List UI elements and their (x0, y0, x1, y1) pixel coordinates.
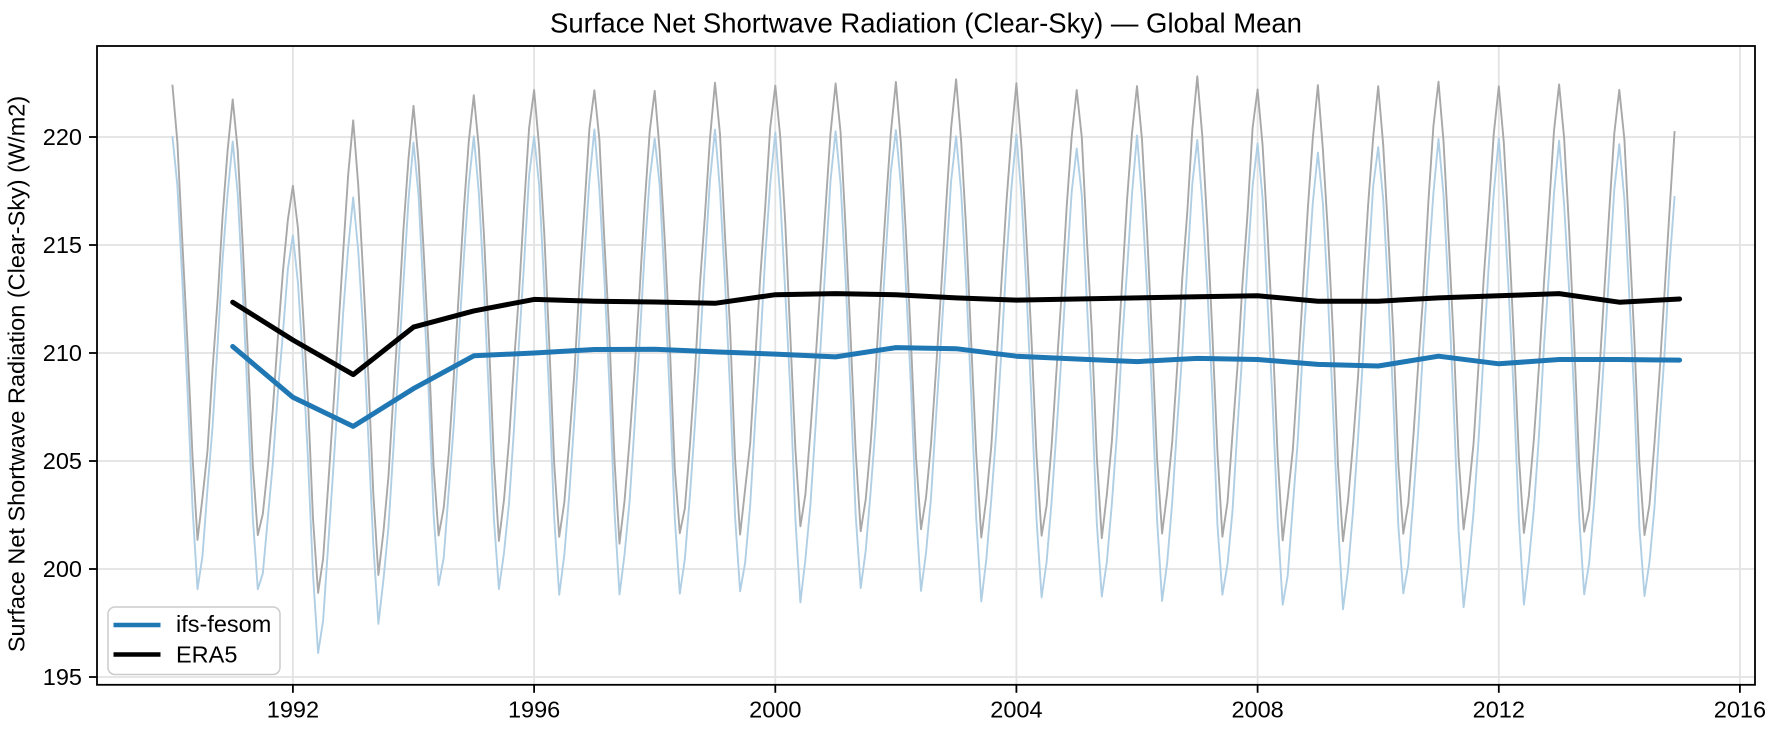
svg-text:215: 215 (43, 232, 82, 258)
svg-text:2004: 2004 (990, 696, 1042, 722)
svg-text:1992: 1992 (267, 696, 319, 722)
svg-text:2016: 2016 (1714, 696, 1766, 722)
svg-text:220: 220 (43, 124, 82, 150)
svg-text:Surface Net Shortwave Radiatio: Surface Net Shortwave Radiation (Clear-S… (4, 96, 30, 652)
svg-text:ERA5: ERA5 (176, 642, 237, 668)
svg-text:2008: 2008 (1231, 696, 1283, 722)
svg-text:2000: 2000 (749, 696, 801, 722)
svg-text:ifs-fesom: ifs-fesom (176, 611, 271, 637)
svg-text:1996: 1996 (508, 696, 560, 722)
svg-text:2012: 2012 (1473, 696, 1525, 722)
svg-text:200: 200 (43, 556, 82, 582)
svg-text:205: 205 (43, 448, 82, 474)
svg-text:195: 195 (43, 664, 82, 690)
svg-text:Surface Net Shortwave Radiatio: Surface Net Shortwave Radiation (Clear-S… (550, 8, 1302, 39)
svg-text:210: 210 (43, 340, 82, 366)
